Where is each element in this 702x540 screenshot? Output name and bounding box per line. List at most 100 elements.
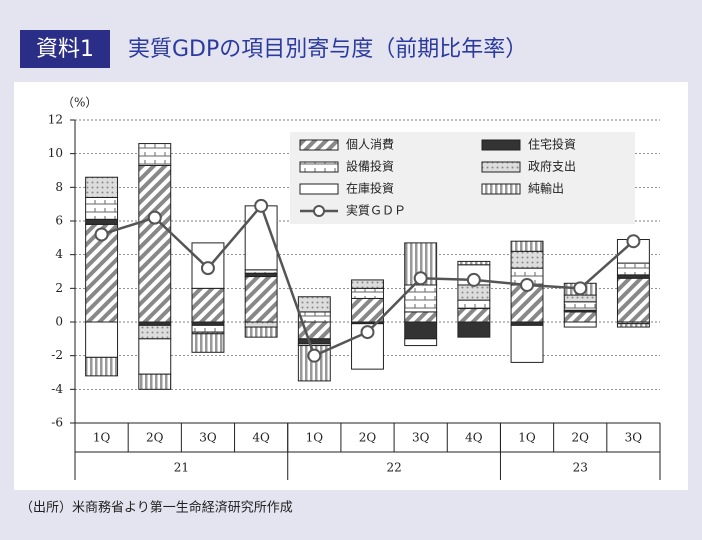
gdp-point xyxy=(254,198,269,213)
bar-segment xyxy=(85,356,119,377)
bar-segment xyxy=(85,321,119,358)
x-tick-label: 1Q xyxy=(93,431,111,445)
bar-segment xyxy=(191,287,225,323)
gdp-point xyxy=(307,348,322,363)
chart-title: 実質GDPの項目別寄与度（前期比年率） xyxy=(128,37,527,62)
bar-segment xyxy=(404,311,438,323)
x-tick-label: 2Q xyxy=(571,431,589,445)
source: （出所）米商務省より第一生命経済研究所作成 xyxy=(20,500,293,516)
legend-label: 在庫投資 xyxy=(346,181,394,196)
badge: 資料1 xyxy=(36,37,94,62)
bar-segment xyxy=(563,301,597,311)
bar-segment xyxy=(563,294,597,303)
legend-swatch xyxy=(299,139,339,151)
bar-segment xyxy=(404,338,438,347)
bar-segment xyxy=(457,308,491,323)
gdp-point xyxy=(573,281,588,296)
bar-segment xyxy=(616,262,650,276)
y-tick-label: 6 xyxy=(55,214,63,228)
y-tick-label: 10 xyxy=(48,146,63,160)
bar-segment xyxy=(244,272,278,278)
badge-box xyxy=(20,30,110,68)
legend-marker xyxy=(313,205,325,217)
bar-segment xyxy=(616,323,650,328)
y-tick-label: -2 xyxy=(51,348,63,362)
bar-segment xyxy=(244,269,278,274)
bar-segment xyxy=(138,338,172,375)
x-tick-label: 2Q xyxy=(146,431,164,445)
x-tick-label: 1Q xyxy=(518,431,536,445)
y-tick-label: 2 xyxy=(55,281,63,295)
x-tick-label: 3Q xyxy=(625,431,643,445)
bar-segment xyxy=(138,164,172,323)
x-tick-label: 2Q xyxy=(359,431,377,445)
legend-box xyxy=(290,132,635,224)
bar-segment xyxy=(191,321,225,326)
x-tick-label: 3Q xyxy=(199,431,217,445)
bar-segment xyxy=(297,338,331,345)
y-tick-label: 8 xyxy=(55,180,63,194)
y-tick-label: 12 xyxy=(48,113,63,127)
bar-segment xyxy=(85,218,119,225)
y-tick-label: -6 xyxy=(51,416,63,430)
gdp-point xyxy=(94,227,109,242)
bar-segment xyxy=(457,299,491,310)
legend-swatch xyxy=(299,183,339,195)
bar-segment xyxy=(404,321,438,340)
x-tick-label: 1Q xyxy=(306,431,324,445)
legend-label: 住宅投資 xyxy=(528,137,576,152)
x-group-label: 23 xyxy=(573,461,588,475)
legend-label: 個人消費 xyxy=(346,137,394,152)
bar-segment xyxy=(510,240,544,252)
bar-segment xyxy=(85,176,119,198)
bar-segment xyxy=(191,333,225,353)
bar-segment xyxy=(351,297,384,323)
legend-label: 純輸出 xyxy=(528,181,564,196)
bar-segment xyxy=(563,311,597,323)
legend-swatch xyxy=(481,161,521,173)
y-tick-label: 0 xyxy=(55,315,63,329)
bar-segment xyxy=(351,279,384,289)
legend-swatch xyxy=(299,161,339,173)
bar-segment xyxy=(457,321,491,338)
legend-label: 設備投資 xyxy=(346,159,394,174)
bar-segment xyxy=(457,284,491,301)
legend-label: 実質ＧＤＰ xyxy=(346,203,406,218)
gdp-point xyxy=(360,325,375,340)
bar-segment xyxy=(191,324,225,333)
y-axis-label: （%） xyxy=(62,96,97,110)
gdp-point xyxy=(413,271,428,286)
x-group-label: 22 xyxy=(386,461,401,475)
y-tick-label: 4 xyxy=(55,247,63,261)
legend-swatch xyxy=(481,139,521,151)
bar-segment xyxy=(138,321,172,326)
gdp-point xyxy=(520,277,535,292)
y-tick-label: -4 xyxy=(51,382,63,396)
bar-segment xyxy=(510,324,544,363)
gdp-point xyxy=(626,234,641,249)
legend-swatch xyxy=(481,183,521,195)
bar-segment xyxy=(616,277,650,323)
bar-segment xyxy=(457,260,491,266)
bar-segment xyxy=(85,196,119,220)
gdp-point xyxy=(147,210,162,225)
bar-segment xyxy=(351,287,384,299)
bar-segment xyxy=(510,250,544,269)
bar-segment xyxy=(138,143,172,166)
bar-segment xyxy=(563,321,597,328)
bar-segment xyxy=(138,373,172,390)
bar-segment xyxy=(244,321,278,328)
bar-segment xyxy=(244,326,278,338)
bar-segment xyxy=(138,324,172,340)
x-group-label: 21 xyxy=(174,461,189,475)
bar-segment xyxy=(297,296,331,313)
legend-label: 政府支出 xyxy=(528,159,576,174)
x-tick-label: 4Q xyxy=(252,431,270,445)
gdp-point xyxy=(466,272,481,287)
bar-segment xyxy=(616,274,650,279)
gdp-point xyxy=(200,261,215,276)
x-tick-label: 4Q xyxy=(465,431,483,445)
bar-segment xyxy=(510,321,544,326)
bar-segment xyxy=(244,276,278,323)
